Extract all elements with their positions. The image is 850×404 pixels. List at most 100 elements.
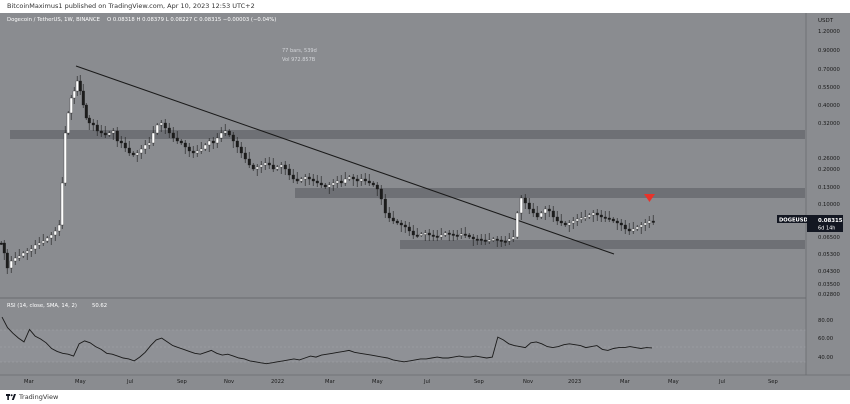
candle-body <box>75 80 79 92</box>
candle-body <box>331 182 335 186</box>
footer: TradingView <box>0 390 850 404</box>
candle-body <box>635 226 639 230</box>
candle-body <box>33 244 37 250</box>
candle-body <box>13 257 17 262</box>
candle-body <box>275 166 279 170</box>
rsi-legend[interactable]: RSI (14, close, SMA, 14, 2) <box>7 303 77 309</box>
rsi-value: 50.62 <box>92 303 107 309</box>
price-label: 0.32000 <box>818 121 841 127</box>
candle-body <box>479 238 483 241</box>
price-label: 0.03500 <box>818 282 841 288</box>
chart-frame[interactable]: USDT 1.20000 0.90000 0.70000 0.55000 0.4… <box>0 13 850 390</box>
candle-body <box>235 140 239 148</box>
candle-body <box>535 212 539 218</box>
time-label: Mar <box>24 379 35 385</box>
chart-svg[interactable]: USDT 1.20000 0.90000 0.70000 0.55000 0.4… <box>0 13 850 390</box>
candle-body <box>17 255 21 259</box>
symbol-line[interactable]: Dogecoin / TetherUS, 1W, BINANCE <box>7 17 101 23</box>
candles-group <box>0 75 655 274</box>
candle-body <box>247 158 251 166</box>
candle-body <box>299 178 303 182</box>
candle-body <box>567 222 571 226</box>
candle-body <box>499 239 503 242</box>
candle-body <box>351 176 355 180</box>
candle-body <box>81 90 85 106</box>
candle-body <box>523 197 527 204</box>
candle-body <box>0 242 3 245</box>
candle-body <box>87 117 91 124</box>
ohlc-line: O 0.08318 H 0.08379 L 0.08227 C 0.08315 … <box>107 17 276 23</box>
candle-body <box>215 137 219 144</box>
candle-body <box>563 222 567 226</box>
candle-body <box>423 232 427 235</box>
candle-body <box>631 228 635 232</box>
price-label: 0.55000 <box>818 85 841 91</box>
candle-body <box>359 178 363 182</box>
candle-body <box>367 180 371 184</box>
candle-body <box>339 180 343 184</box>
candle-body <box>295 178 299 182</box>
candle-body <box>21 252 25 257</box>
candle-body <box>319 182 323 186</box>
time-label: 2022 <box>271 379 284 385</box>
price-tag-value: 0.08315 <box>818 218 843 224</box>
candle-body <box>471 236 475 240</box>
descending-trendline <box>75 65 615 255</box>
tradingview-brand: TradingView <box>19 393 59 401</box>
countdown-text: 6d 14h <box>818 226 835 232</box>
candle-body <box>395 220 399 224</box>
candle-body <box>643 222 647 226</box>
candle-body <box>2 242 6 254</box>
candle-body <box>415 234 419 237</box>
candle-body <box>531 208 535 214</box>
time-label: Mar <box>325 379 336 385</box>
candle-body <box>543 208 547 214</box>
price-label: 0.70000 <box>818 67 841 73</box>
candle-body <box>651 220 655 223</box>
candle-body <box>60 182 64 226</box>
candle-body <box>487 239 491 242</box>
candle-body <box>447 232 451 235</box>
rsi-line <box>1 316 653 365</box>
candle-body <box>459 233 463 236</box>
candle-body <box>467 234 471 238</box>
price-axis[interactable] <box>806 13 850 375</box>
candle-body <box>495 238 499 241</box>
candle-body <box>483 239 487 242</box>
candle-body <box>57 224 61 232</box>
candle-body <box>95 124 99 132</box>
candle-body <box>84 104 88 119</box>
candle-body <box>175 137 179 142</box>
candle-body <box>199 148 203 152</box>
candle-body <box>211 140 215 144</box>
candle-body <box>219 132 223 139</box>
time-axis[interactable] <box>0 375 850 390</box>
candle-body <box>239 146 243 154</box>
candle-body <box>403 224 407 228</box>
candle-body <box>363 178 367 182</box>
time-label: Sep <box>474 379 484 385</box>
candle-body <box>45 237 49 242</box>
candle-body <box>195 150 199 154</box>
candle-body <box>475 238 479 241</box>
candle-body <box>171 132 175 139</box>
candle-body <box>451 233 455 236</box>
candle-body <box>307 176 311 180</box>
time-label: Jul <box>423 379 430 385</box>
candle-body <box>231 134 235 142</box>
candle-body <box>223 130 227 134</box>
candle-body <box>227 130 231 136</box>
candle-body <box>311 178 315 182</box>
currency-label: USDT <box>818 18 834 24</box>
candle-body <box>63 132 67 184</box>
rsi-axis-label: 80.00 <box>818 318 834 324</box>
candle-body <box>259 164 263 168</box>
candle-body <box>143 144 147 150</box>
candle-body <box>163 122 167 129</box>
candle-body <box>551 210 555 218</box>
candle-body <box>519 197 523 214</box>
top-header: BitcoinMaximus1 published on TradingView… <box>0 0 850 13</box>
candle-body <box>419 233 423 236</box>
time-label: 2023 <box>568 379 581 385</box>
time-label: Mar <box>620 379 631 385</box>
